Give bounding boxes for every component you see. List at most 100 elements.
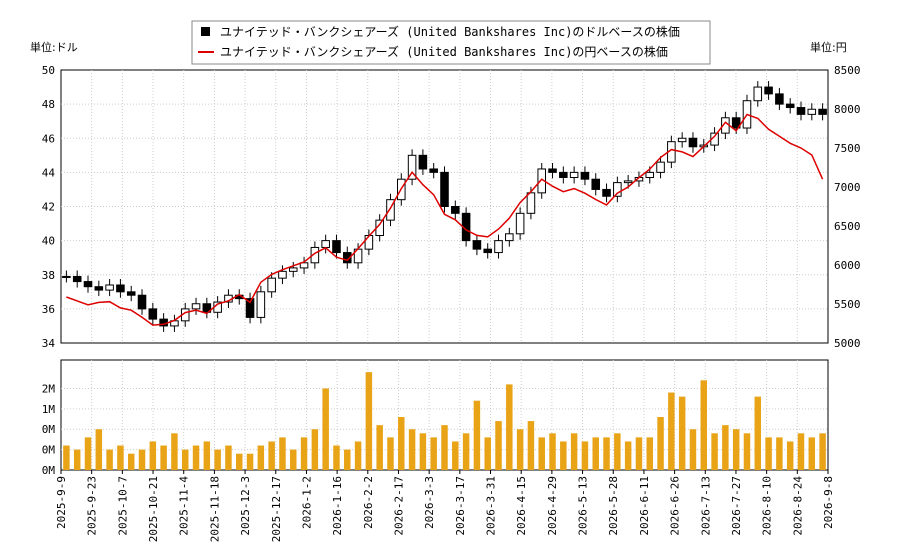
candle-body bbox=[451, 206, 460, 214]
candle-body bbox=[321, 240, 330, 248]
volume-bar bbox=[624, 441, 632, 470]
x-tick-label: 2026-8-10 bbox=[761, 476, 774, 536]
volume-tick-label: 0M bbox=[42, 423, 56, 436]
candle-body bbox=[429, 168, 438, 173]
volume-bar bbox=[786, 441, 794, 470]
volume-bar bbox=[819, 433, 826, 470]
right-tick-label: 6500 bbox=[834, 220, 861, 233]
candle-body bbox=[299, 262, 309, 269]
volume-bar bbox=[246, 453, 254, 470]
volume-bar bbox=[700, 380, 708, 470]
volume-bar bbox=[268, 441, 275, 470]
candle-body bbox=[494, 240, 503, 254]
candle-body bbox=[688, 137, 698, 148]
x-tick-label: 2025-11-4 bbox=[178, 476, 191, 536]
x-tick-label: 2026-5-28 bbox=[607, 476, 620, 536]
volume-bar bbox=[711, 433, 718, 470]
volume-bar bbox=[354, 441, 362, 470]
candle-body bbox=[731, 117, 741, 129]
candle-body bbox=[245, 298, 255, 318]
candle-body bbox=[288, 267, 298, 272]
candle-body bbox=[148, 308, 158, 320]
candle-body bbox=[602, 188, 611, 197]
candle-body bbox=[645, 171, 655, 178]
candle-body bbox=[505, 233, 514, 242]
x-tick-label: 2025-10-21 bbox=[147, 476, 160, 542]
volume-bar bbox=[560, 441, 567, 470]
legend: ユナイテッド・バンクシェアーズ (United Bankshares Inc)の… bbox=[191, 20, 711, 65]
volume-bar bbox=[408, 429, 416, 470]
right-axis-ticks: 5000 5500 6000 6500 7000 7500 8000 8500 bbox=[834, 64, 861, 350]
volume-bar bbox=[279, 437, 286, 470]
x-tick-label: 2026-3-3 bbox=[423, 476, 436, 529]
volume-bar bbox=[441, 425, 448, 470]
volume-bar bbox=[344, 449, 351, 470]
volume-bar bbox=[138, 449, 146, 470]
volume-bar bbox=[95, 429, 103, 470]
candle-body bbox=[818, 108, 827, 115]
volume-bar bbox=[592, 437, 599, 470]
volume-bar bbox=[127, 453, 135, 470]
volume-bar bbox=[678, 396, 686, 470]
legend-box bbox=[191, 20, 711, 65]
right-tick-label: 6000 bbox=[834, 259, 861, 272]
x-tick-label: 2026-3-17 bbox=[454, 476, 467, 536]
volume-bar bbox=[570, 433, 578, 470]
left-axis-ticks: 34 36 38 40 42 44 46 48 50 bbox=[42, 64, 56, 350]
candle-body bbox=[753, 86, 763, 102]
candle-body bbox=[267, 277, 276, 293]
volume-bar bbox=[106, 449, 113, 470]
volume-bar bbox=[365, 372, 373, 470]
candle-body bbox=[105, 284, 114, 291]
volume-bar bbox=[171, 433, 178, 470]
right-tick-label: 7000 bbox=[834, 181, 861, 194]
x-tick-label: 2026-7-27 bbox=[730, 476, 743, 536]
candle-body bbox=[202, 303, 212, 313]
x-tick-label: 2025-12-17 bbox=[270, 476, 283, 542]
volume-bar bbox=[527, 421, 535, 470]
right-tick-label: 5500 bbox=[834, 298, 861, 311]
volume-bar bbox=[452, 441, 459, 470]
volume-bar bbox=[646, 437, 653, 470]
x-tick-label: 2025-9-23 bbox=[86, 476, 99, 536]
right-tick-label: 7500 bbox=[834, 142, 861, 155]
volume-axis-ticks: 0M 0M 0M 1M 2M bbox=[42, 382, 56, 477]
volume-bar bbox=[333, 445, 340, 470]
candle-body bbox=[364, 235, 374, 250]
candle-body bbox=[656, 161, 665, 173]
right-tick-label: 8000 bbox=[834, 103, 861, 116]
candle-body bbox=[764, 86, 773, 95]
left-tick-label: 38 bbox=[42, 269, 55, 282]
volume-bar bbox=[300, 437, 308, 470]
volume-bar bbox=[181, 449, 189, 470]
volume-bar bbox=[797, 433, 805, 470]
volume-bar bbox=[732, 429, 740, 470]
x-tick-label: 2026-1-2 bbox=[300, 476, 313, 529]
volume-bar bbox=[236, 453, 243, 470]
candle-body bbox=[72, 275, 82, 283]
left-unit-label: 単位:ドル bbox=[30, 40, 78, 54]
candle-body bbox=[483, 248, 492, 254]
volume-bar bbox=[603, 437, 610, 470]
candle-body bbox=[137, 294, 147, 310]
volume-bar bbox=[419, 433, 427, 470]
left-tick-label: 44 bbox=[42, 166, 56, 179]
volume-bar bbox=[387, 437, 394, 470]
right-tick-label: 8500 bbox=[834, 64, 861, 77]
x-tick-label: 2026-4-29 bbox=[546, 476, 559, 536]
x-tick-label: 2025-12-3 bbox=[239, 476, 252, 536]
volume-tick-label: 1M bbox=[42, 403, 56, 416]
candle-body bbox=[807, 108, 817, 115]
volume-bar bbox=[754, 396, 762, 470]
volume-bar bbox=[776, 437, 783, 470]
volume-bar bbox=[549, 433, 556, 470]
x-tick-label: 2026-9-8 bbox=[822, 476, 835, 529]
volume-bar bbox=[538, 437, 545, 470]
volume-grid bbox=[61, 360, 828, 470]
candle-body bbox=[407, 154, 417, 180]
volume-bar bbox=[63, 445, 70, 470]
volume-bar bbox=[376, 425, 383, 470]
x-tick-label: 2025-11-18 bbox=[208, 476, 221, 542]
candle-body bbox=[677, 137, 687, 143]
candle-body bbox=[569, 171, 579, 178]
